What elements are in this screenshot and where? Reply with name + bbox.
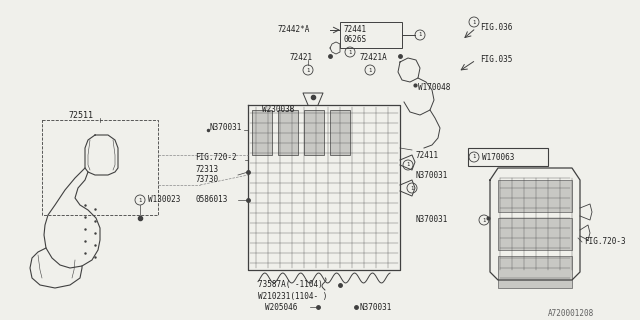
Text: W230038: W230038: [262, 106, 294, 115]
Text: 1: 1: [419, 33, 422, 37]
Text: 0626S: 0626S: [344, 36, 367, 44]
Text: 72411: 72411: [415, 150, 438, 159]
Text: N370031: N370031: [360, 302, 392, 311]
Text: 72442*A: 72442*A: [278, 26, 310, 35]
Text: A720001208: A720001208: [548, 309, 595, 318]
Text: 73730: 73730: [195, 175, 218, 185]
Text: N370031: N370031: [415, 215, 447, 225]
Text: 1: 1: [483, 218, 486, 222]
Text: 73587A( -1104): 73587A( -1104): [258, 281, 323, 290]
Bar: [468, 148, 548, 166]
Text: 1: 1: [472, 20, 476, 25]
Text: FIG.036: FIG.036: [480, 23, 513, 33]
Text: 72511: 72511: [68, 111, 93, 121]
Text: 72421A: 72421A: [360, 53, 388, 62]
Text: 1: 1: [307, 68, 310, 73]
Bar: [252, 110, 272, 155]
Text: 72441: 72441: [344, 26, 367, 35]
Text: 1: 1: [138, 197, 141, 203]
Text: W210231(1104- ): W210231(1104- ): [258, 292, 328, 300]
Text: W170048: W170048: [418, 84, 451, 92]
Bar: [498, 180, 572, 212]
Text: 1: 1: [348, 50, 351, 54]
Text: W205046: W205046: [265, 302, 298, 311]
Text: 72421: 72421: [290, 53, 313, 62]
Bar: [498, 256, 572, 288]
Text: 1: 1: [406, 163, 410, 167]
Text: 0586013: 0586013: [195, 196, 227, 204]
Bar: [42, 120, 158, 215]
Bar: [304, 110, 324, 155]
Text: W170063: W170063: [482, 153, 515, 162]
Text: 72313: 72313: [195, 165, 218, 174]
Text: FIG.720-2: FIG.720-2: [195, 154, 237, 163]
Text: 1: 1: [410, 186, 413, 190]
Bar: [498, 218, 572, 250]
Text: 1: 1: [369, 68, 372, 73]
Text: 1: 1: [472, 155, 476, 159]
Text: FIG.720-3: FIG.720-3: [584, 237, 626, 246]
Text: FIG.035: FIG.035: [480, 55, 513, 65]
Text: W130023: W130023: [148, 196, 180, 204]
Text: N370031: N370031: [415, 171, 447, 180]
Bar: [340, 22, 402, 48]
Bar: [278, 110, 298, 155]
Text: N370031: N370031: [210, 124, 243, 132]
Bar: [330, 110, 350, 155]
